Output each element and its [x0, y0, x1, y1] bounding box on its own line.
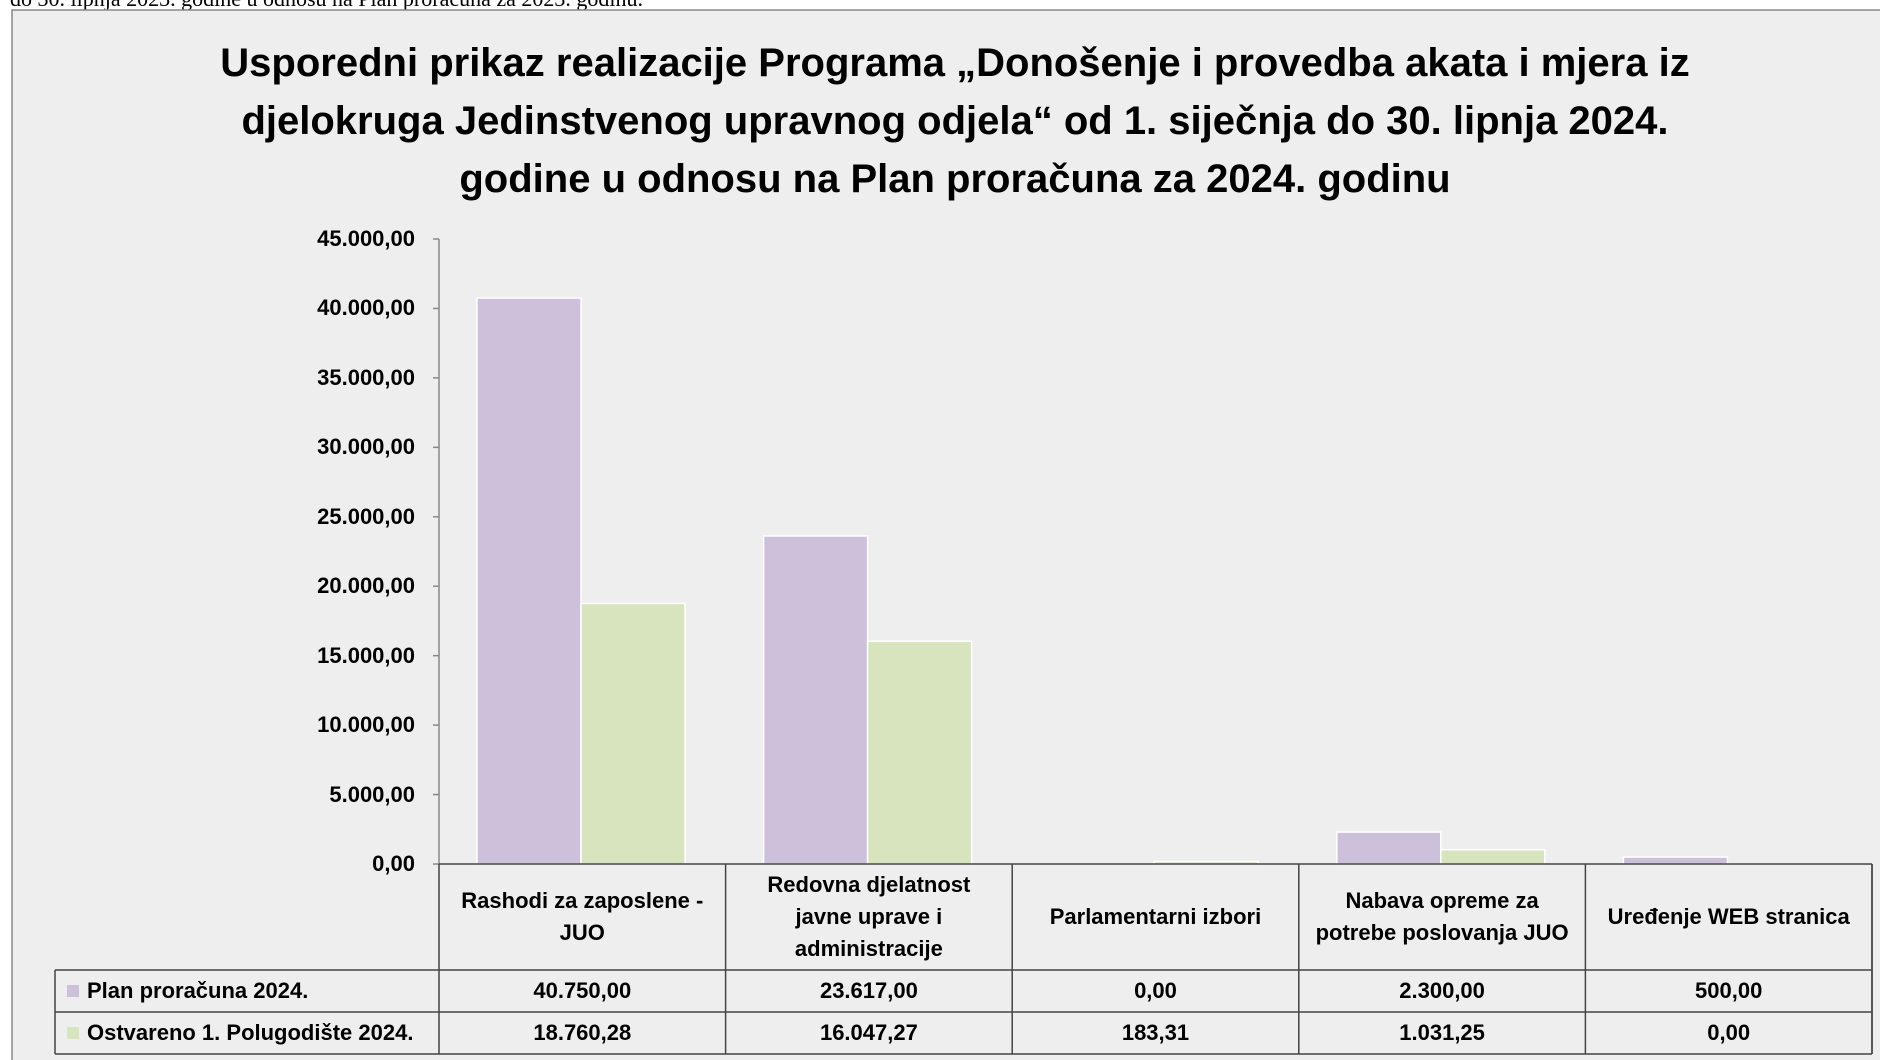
y-tick-label: 45.000,00	[317, 226, 415, 251]
bar	[580, 602, 686, 865]
category-label: Nabava opreme za potrebe poslovanja JUO	[1315, 888, 1569, 945]
value-label: 500,00	[1695, 978, 1763, 1003]
y-tick-label: 35.000,00	[317, 364, 415, 390]
value-label: 16.047,27	[819, 1020, 918, 1045]
bar	[1336, 831, 1442, 865]
y-tick-label: 20.000,00	[317, 573, 415, 599]
value-label: 18.760,28	[533, 1020, 632, 1045]
value-label: 2.300,00	[1399, 978, 1485, 1003]
chart-title: Usporedni prikaz realizacije Programa „D…	[220, 41, 1690, 201]
bar	[476, 297, 582, 865]
y-tick-label: 10.000,00	[317, 712, 415, 738]
bar	[1440, 848, 1546, 865]
y-tick-label: 25.000,00	[317, 503, 415, 529]
value-label: 0,00	[1707, 1020, 1751, 1045]
value-label: 183,31	[1121, 1020, 1190, 1045]
category-label: Redovna djelatnost javne uprave i admini…	[767, 872, 971, 961]
legend-label: Ostvareno 1. Polugodište 2024.	[87, 1020, 414, 1045]
bar	[866, 640, 973, 865]
bar	[1622, 856, 1729, 865]
bar	[762, 535, 869, 865]
value-label: 40.750,00	[533, 978, 632, 1003]
category-label: Rashodi za zaposlene - JUO	[461, 888, 704, 945]
value-label: 0,00	[1134, 978, 1177, 1003]
chart-area	[11, 9, 1880, 1060]
y-tick-label: 15.000,00	[317, 642, 415, 668]
value-label: 1.031,25	[1399, 1020, 1485, 1045]
legend-label: Plan proračuna 2024.	[87, 978, 309, 1003]
value-label: 23.617,00	[819, 978, 918, 1003]
header-text: do 30. lipnja 2023. godine u odnosu na P…	[10, 0, 643, 12]
legend-key	[67, 1027, 79, 1039]
legend-key	[67, 985, 79, 997]
category-label: Parlamentarni izbori	[1049, 904, 1262, 929]
category-label: Uređenje WEB stranica	[1607, 904, 1850, 929]
y-tick-label: 0,00	[372, 851, 415, 876]
y-tick-label: 5.000,00	[329, 781, 415, 807]
y-tick-label: 30.000,00	[317, 434, 415, 460]
y-tick-label: 40.000,00	[317, 295, 415, 321]
